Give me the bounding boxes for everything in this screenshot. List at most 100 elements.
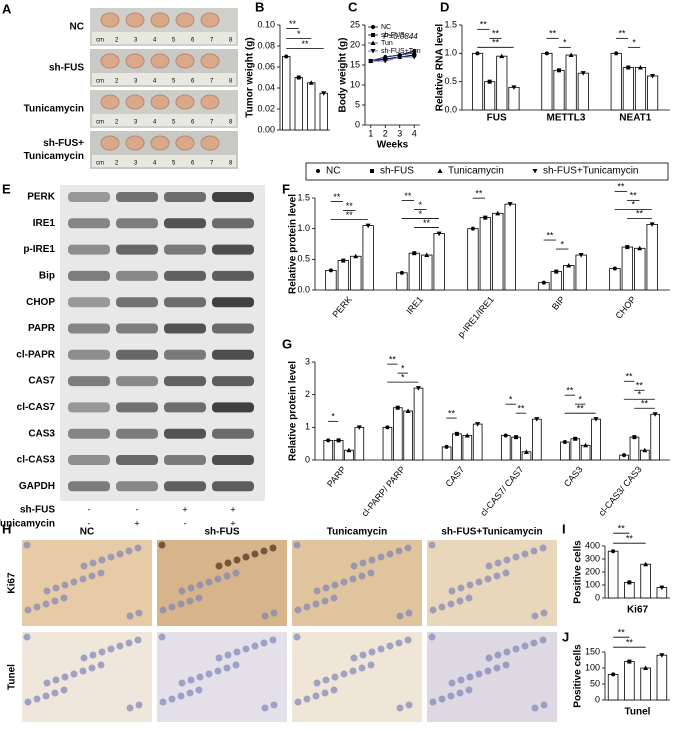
point — [627, 659, 632, 664]
bar — [472, 423, 483, 461]
y-axis-label: Relative RNA level — [435, 24, 446, 112]
ruler-label: 6 — [191, 79, 195, 85]
sig-label: ** — [404, 191, 412, 201]
sig-label: ** — [346, 201, 354, 211]
ruler-label: cm — [96, 79, 104, 85]
cell — [395, 639, 403, 647]
point — [642, 447, 648, 453]
panel-label: F — [282, 181, 290, 196]
cell — [350, 562, 358, 570]
cell — [368, 556, 376, 564]
x-tick-label: PARP — [325, 464, 348, 489]
sig-label: ** — [626, 534, 634, 544]
cell — [88, 572, 96, 580]
sig-label: ** — [577, 404, 585, 414]
cell — [386, 550, 394, 558]
point — [385, 425, 390, 430]
legend-label: sh-FUS — [381, 32, 405, 39]
cell — [187, 584, 195, 592]
x-tick-label: BIP — [550, 294, 567, 312]
x-tick-label: cl-CAS7/ CAS7 — [478, 464, 525, 518]
x-axis-label: Tunel — [625, 707, 651, 718]
sig-label: ** — [475, 189, 483, 199]
blot-label: cl-CAS7 — [17, 402, 56, 413]
panel-label: I — [562, 521, 566, 536]
blot-label: GAPDH — [19, 481, 55, 492]
y-axis-label: Tumor weight (g) — [245, 37, 256, 117]
sig-label: * — [297, 29, 301, 39]
cell — [107, 645, 115, 653]
point — [659, 585, 665, 591]
cell — [456, 597, 464, 605]
condition-sign: + — [230, 504, 235, 514]
y-tick-label: 0.04 — [257, 82, 275, 92]
cell — [116, 642, 124, 650]
sig-label: ** — [549, 29, 557, 39]
legend-label: NC — [326, 166, 340, 177]
cell — [89, 559, 97, 567]
sig-label: * — [563, 38, 567, 48]
bar — [550, 271, 563, 291]
cell — [269, 544, 277, 552]
y-tick-label: 50 — [590, 678, 600, 688]
cell — [158, 633, 166, 641]
cell — [107, 553, 115, 561]
cell — [79, 667, 87, 675]
blot-band — [116, 244, 158, 255]
cell — [126, 612, 134, 620]
cell — [466, 673, 474, 681]
cell — [447, 600, 455, 608]
cell — [177, 600, 185, 608]
ruler-label: 8 — [229, 161, 233, 167]
blot-label: CHOP — [26, 297, 55, 308]
cell — [340, 578, 348, 586]
point — [475, 51, 480, 56]
point — [370, 40, 376, 45]
cell — [350, 654, 358, 662]
bar — [621, 246, 634, 291]
tumor — [150, 53, 170, 69]
point — [578, 253, 584, 258]
legend-marker — [370, 169, 374, 173]
blot-label: IRE1 — [33, 218, 56, 229]
blot-band — [68, 481, 110, 492]
point — [346, 447, 352, 453]
photo-row-label: Tunicamycin — [24, 151, 84, 162]
bar — [563, 265, 575, 291]
y-tick-label: 0 — [305, 454, 310, 464]
blot-band — [212, 428, 254, 439]
point — [336, 438, 341, 443]
cell — [186, 597, 194, 605]
bar — [577, 72, 589, 111]
point — [649, 222, 655, 227]
y-tick-label: 300 — [585, 553, 600, 563]
point — [308, 80, 314, 85]
y-tick-label: 5 — [355, 99, 360, 109]
cell — [43, 679, 51, 687]
bar — [647, 75, 659, 111]
bar — [294, 77, 303, 131]
blot-band — [164, 376, 206, 387]
cell — [465, 686, 473, 694]
bar — [403, 410, 413, 461]
sig-label: ** — [492, 29, 500, 39]
blot-band — [116, 192, 158, 202]
blot-band — [116, 481, 158, 492]
tumor — [125, 53, 145, 69]
cell — [159, 698, 167, 706]
cell — [233, 648, 241, 656]
bar — [609, 268, 621, 291]
ruler-label: 7 — [210, 161, 214, 167]
x-tick-label: cl-CAS3/ CAS3 — [597, 464, 644, 518]
sig-label: ** — [630, 191, 638, 201]
x-axis-label: Weeks — [377, 140, 409, 151]
cell — [60, 594, 68, 602]
ruler-label: 2 — [115, 120, 119, 126]
y-tick-label: 0.00 — [257, 124, 275, 134]
panel-label: G — [282, 336, 292, 351]
legend-label: sh-FUS+Tun — [381, 48, 421, 55]
blot-label: Bip — [39, 271, 55, 282]
cell — [457, 584, 465, 592]
cell — [312, 600, 320, 608]
annotation: P=0.0844 — [383, 32, 418, 41]
